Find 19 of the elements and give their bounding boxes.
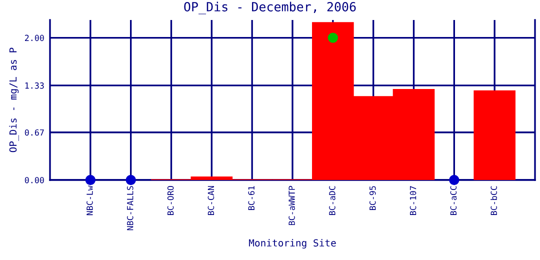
x-tick-label: BC-aDC [329, 186, 336, 215]
y-tick-label: 1.33 [25, 82, 44, 89]
y-tick-label: 0.67 [24, 129, 44, 136]
x-tick-label: BC-61 [248, 186, 255, 210]
x-tick-label: BC-CAN [208, 186, 214, 215]
x-tick-label: NBC-FALLS [126, 186, 134, 230]
y-axis-title: OP_Dis - mg/L as P [9, 48, 19, 152]
x-tick-label: BC-bCC [490, 186, 498, 215]
y-tick-label: 0.00 [24, 177, 44, 184]
y-tick-label: 2.00 [24, 34, 44, 42]
chart-title: OP_Dis - December, 2006 [184, 2, 356, 14]
x-tick-label: BC-aWWTP [288, 186, 295, 226]
x-tick-label: BC-aCC [450, 186, 457, 215]
x-tick-label: BC-ORO [167, 186, 174, 215]
bar [474, 90, 516, 180]
x-tick-label: BC-107 [410, 186, 416, 215]
x-tick-label: BC-95 [369, 186, 376, 210]
x-tick-label: NBC-Lw [86, 186, 93, 216]
x-axis-title: Monitoring Site [249, 239, 336, 249]
